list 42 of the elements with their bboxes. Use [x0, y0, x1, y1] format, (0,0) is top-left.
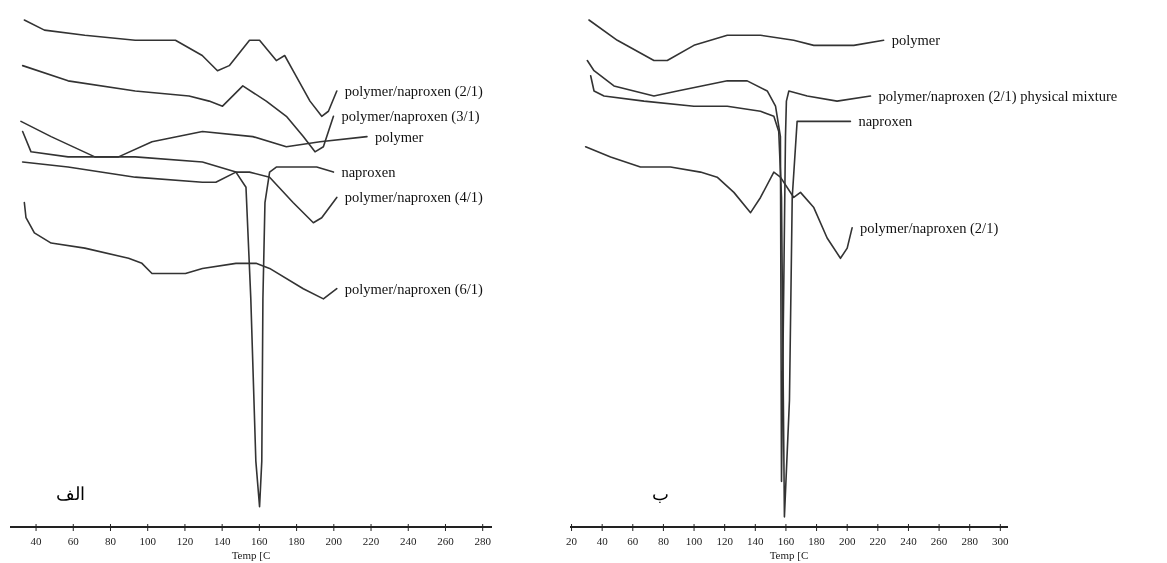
x-tick-label: 40 — [596, 535, 609, 547]
x-tick-label: 20 — [566, 535, 578, 547]
x-tick-label: 100 — [139, 535, 157, 547]
series-label: polymer — [374, 128, 424, 145]
annotation: الف — [55, 484, 85, 504]
x-tick-label: 40 — [30, 535, 43, 547]
x-tick-label: 300 — [992, 535, 1010, 547]
series-label: polymer — [891, 32, 941, 49]
x-axis-title: Temp [C — [231, 549, 271, 561]
x-tick-label: 80 — [657, 535, 670, 547]
x-tick-label: 140 — [747, 535, 765, 547]
series-label: polymer/naproxen (2/1) physical mixture — [878, 88, 1118, 106]
x-tick-label: 240 — [400, 535, 417, 547]
series-label: polymer/naproxen (6/1) — [344, 280, 484, 298]
x-tick-label: 240 — [900, 535, 918, 547]
annotation: ب — [651, 484, 669, 504]
x-tick-label: 200 — [325, 535, 343, 547]
x-tick-label: 220 — [869, 535, 887, 547]
series-label: naproxen — [858, 113, 914, 130]
x-tick-label: 160 — [777, 535, 795, 547]
series-label: naproxen — [341, 164, 397, 181]
x-axis-title: Temp [C — [769, 549, 809, 561]
x-tick-label: 80 — [104, 535, 117, 547]
series-label: polymer/naproxen (2/1) — [860, 219, 999, 237]
x-tick-label: 180 — [288, 535, 306, 547]
x-tick-label: 160 — [251, 535, 269, 547]
series-label: polymer/naproxen (2/1) — [344, 82, 484, 100]
x-tick-label: 120 — [176, 535, 194, 547]
x-tick-label: 100 — [685, 535, 703, 547]
x-tick-label: 260 — [930, 535, 948, 547]
x-tick-label: 220 — [362, 535, 380, 547]
x-tick-label: 260 — [437, 535, 455, 547]
x-tick-label: 200 — [838, 535, 856, 547]
x-tick-label: 180 — [808, 535, 826, 547]
x-tick-label: 280 — [961, 535, 979, 547]
x-tick-label: 60 — [627, 535, 639, 547]
series-label: polymer/naproxen (3/1) — [341, 108, 480, 126]
x-tick-label: 60 — [67, 535, 80, 547]
x-tick-label: 120 — [716, 535, 734, 547]
x-tick-label: 140 — [213, 535, 231, 547]
x-tick-label: 280 — [474, 535, 492, 547]
series-label: polymer/naproxen (4/1) — [344, 189, 484, 207]
